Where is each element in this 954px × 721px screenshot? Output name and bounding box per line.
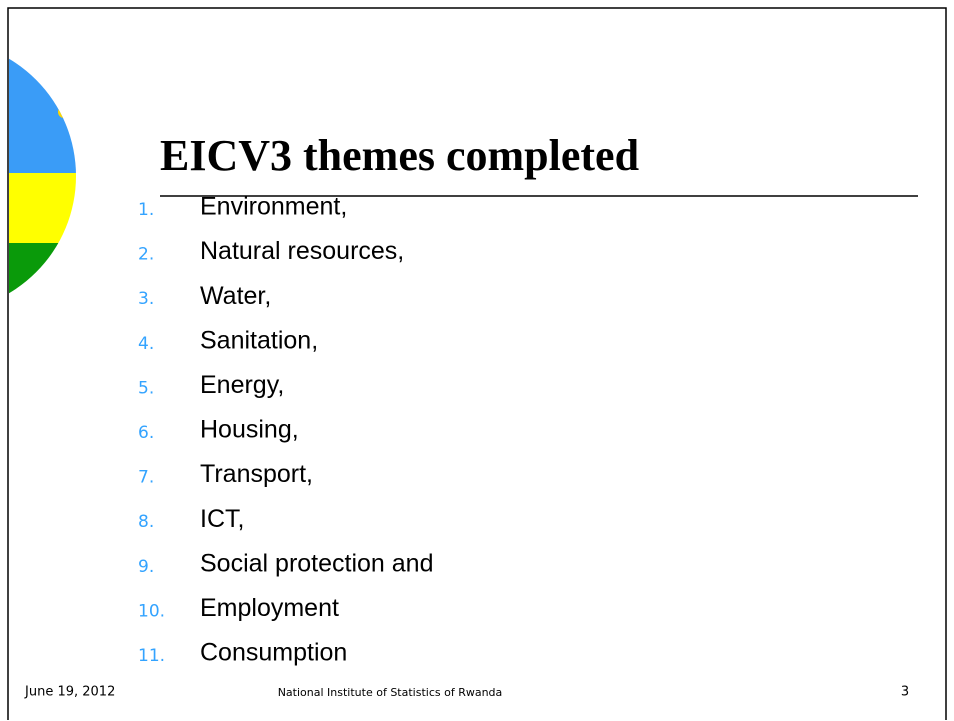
item-number: 5. bbox=[138, 378, 154, 398]
item-number: 3. bbox=[138, 289, 154, 309]
item-text: Sanitation, bbox=[200, 326, 318, 354]
item-number: 2. bbox=[138, 245, 154, 265]
item-text: Transport, bbox=[200, 460, 313, 488]
item-number: 6. bbox=[138, 423, 154, 443]
item-text: Environment, bbox=[200, 193, 347, 221]
item-number: 10. bbox=[138, 601, 165, 621]
item-text: Employment bbox=[200, 594, 339, 622]
item-text: Energy, bbox=[200, 371, 284, 399]
footer-date: June 19, 2012 bbox=[24, 685, 115, 700]
item-text: Housing, bbox=[200, 416, 299, 444]
item-text: ICT, bbox=[200, 505, 244, 533]
item-number: 1. bbox=[138, 200, 154, 220]
item-text: Natural resources, bbox=[200, 237, 404, 265]
item-number: 11. bbox=[138, 646, 165, 666]
item-number: 4. bbox=[138, 334, 154, 354]
item-number: 8. bbox=[138, 512, 154, 532]
footer-organization: National Institute of Statistics of Rwan… bbox=[278, 686, 503, 699]
item-text: Consumption bbox=[200, 639, 347, 667]
item-text: Social protection and bbox=[200, 549, 433, 577]
item-number: 9. bbox=[138, 557, 154, 577]
slide-title: EICV3 themes completed bbox=[160, 131, 639, 180]
item-number: 7. bbox=[138, 468, 154, 488]
item-text: Water, bbox=[200, 282, 271, 310]
item-list: 1. Environment, 2. Natural resources, 3. Wate… bbox=[138, 193, 433, 667]
footer-page: 3 bbox=[901, 685, 909, 700]
slide-border bbox=[7, 7, 947, 720]
